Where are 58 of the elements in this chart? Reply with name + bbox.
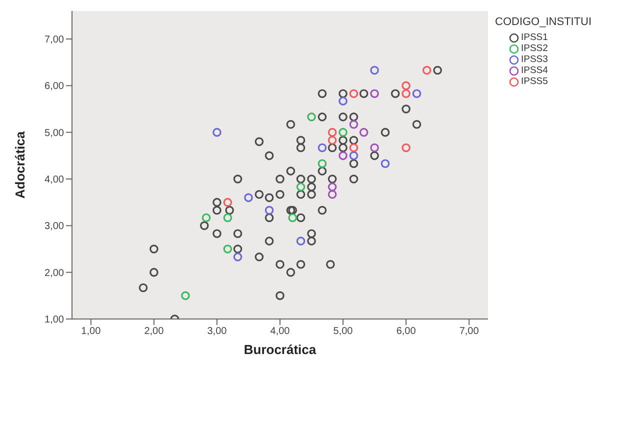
point xyxy=(359,128,368,137)
legend-label: IPSS3 xyxy=(520,54,549,65)
y-tick-label: 3,00 xyxy=(44,221,64,232)
point xyxy=(307,112,316,122)
point xyxy=(412,89,422,98)
point xyxy=(422,66,432,75)
point xyxy=(349,143,358,152)
point xyxy=(338,128,348,137)
point xyxy=(402,89,410,98)
point xyxy=(296,182,306,192)
x-tick-label: 3,00 xyxy=(207,326,228,338)
point xyxy=(233,252,242,262)
x-tick-label: 5,00 xyxy=(333,326,354,338)
x-tick-label: 7,00 xyxy=(459,326,480,338)
point xyxy=(181,291,190,300)
x-axis-title: Burocrática xyxy=(244,342,317,357)
point xyxy=(370,143,379,152)
point xyxy=(223,244,232,254)
x-tick-label: 4,00 xyxy=(270,326,290,338)
point xyxy=(318,143,327,152)
legend-title: CODIGO_INSTITUI xyxy=(495,16,593,28)
point xyxy=(296,236,306,246)
y-axis-title: Adocrática xyxy=(12,130,28,199)
point xyxy=(244,193,253,202)
x-tick-label: 1,00 xyxy=(81,326,102,338)
point xyxy=(338,96,348,106)
x-tick-label: 2,00 xyxy=(144,326,164,338)
y-tick-label: 5,00 xyxy=(44,128,64,139)
point xyxy=(402,143,410,152)
y-tick-label: 7,00 xyxy=(44,34,64,46)
point xyxy=(328,128,337,137)
y-tick-label: 4,00 xyxy=(44,174,64,186)
x-tick-label: 6,00 xyxy=(396,326,416,338)
y-tick-label: 2,00 xyxy=(44,268,64,279)
point xyxy=(288,213,298,222)
point xyxy=(212,128,222,137)
point xyxy=(328,136,337,145)
legend-label: IPSS4 xyxy=(520,65,549,76)
point xyxy=(328,182,337,192)
y-tick-label: 6,00 xyxy=(44,81,64,92)
point xyxy=(338,151,348,160)
legend-label: IPSS5 xyxy=(520,76,549,87)
point xyxy=(370,66,379,75)
point xyxy=(349,120,358,129)
point xyxy=(264,206,274,215)
point xyxy=(380,159,390,168)
point xyxy=(328,190,337,199)
legend-label: IPSS1 xyxy=(520,32,549,43)
point xyxy=(402,81,410,90)
y-tick-label: 1,00 xyxy=(44,314,64,326)
point xyxy=(223,213,232,222)
point xyxy=(349,89,358,98)
legend-label: IPSS2 xyxy=(520,43,549,54)
point xyxy=(318,159,327,168)
point xyxy=(349,151,358,160)
point xyxy=(223,198,232,207)
point xyxy=(370,89,379,98)
point xyxy=(202,213,211,222)
